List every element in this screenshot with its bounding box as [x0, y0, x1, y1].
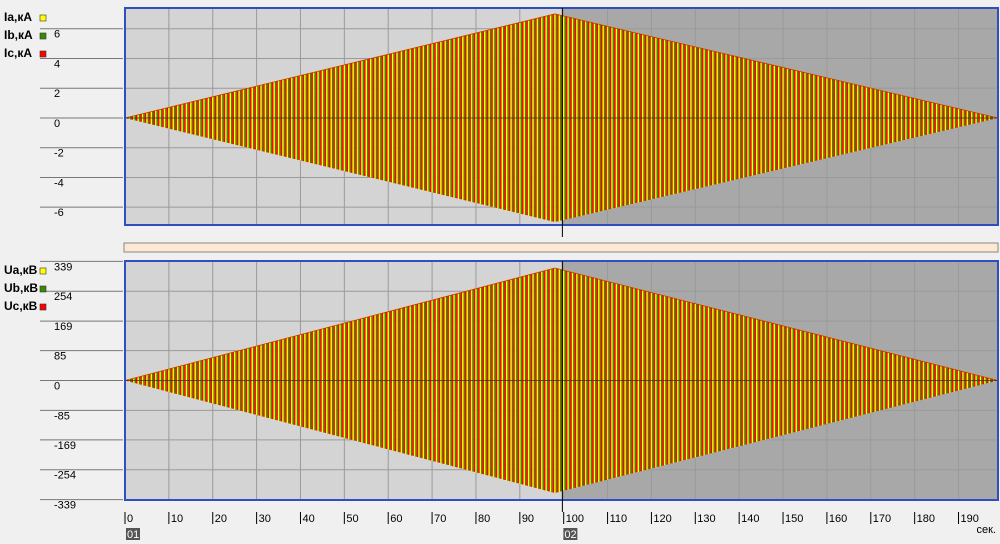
legend-label: Ub,кВ	[4, 281, 38, 295]
y-tick-label: 339	[54, 261, 72, 273]
legend-swatch	[39, 14, 47, 22]
marker-box	[563, 528, 578, 540]
plot-border	[124, 7, 999, 226]
x-tick-label: 190	[961, 513, 979, 525]
x-tick-label: 160	[829, 513, 847, 525]
y-tick-label: -2	[54, 148, 64, 160]
envelope	[124, 13, 999, 119]
x-tick-label: 130	[697, 513, 715, 525]
x-tick-label: 120	[653, 513, 671, 525]
y-tick-label: -254	[54, 470, 76, 482]
y-tick-label: -6	[54, 207, 64, 219]
x-tick-label: 60	[390, 513, 402, 525]
y-tick-label: -339	[54, 500, 76, 512]
legend-swatch	[39, 267, 47, 275]
separator-bar[interactable]	[123, 242, 999, 253]
x-tick-label: 50	[346, 513, 358, 525]
marker-label: 02	[564, 529, 576, 541]
y-tick-label: -85	[54, 410, 70, 422]
x-tick-label: 0	[127, 513, 133, 525]
legend-label: Uc,кВ	[4, 299, 38, 313]
x-tick-label: 140	[741, 513, 759, 525]
y-tick-label: -4	[54, 177, 64, 189]
x-tick-label: 170	[873, 513, 891, 525]
x-axis-label: сек.	[977, 524, 997, 536]
marker-label: 01	[127, 529, 139, 541]
envelope	[124, 267, 999, 381]
legend-swatch	[39, 50, 47, 58]
y-tick-label: 0	[54, 380, 60, 392]
y-tick-label: 4	[54, 58, 60, 70]
x-tick-label: 40	[302, 513, 314, 525]
x-tick-label: 10	[171, 513, 183, 525]
legend-swatch	[39, 303, 47, 311]
x-tick-label: 20	[215, 513, 227, 525]
x-tick-label: 70	[434, 513, 446, 525]
x-tick-label: 100	[566, 513, 584, 525]
y-tick-label: 169	[54, 321, 72, 333]
legend-label: Ia,кА	[4, 10, 32, 24]
legend-swatch	[39, 32, 47, 40]
y-tick-label: 2	[54, 88, 60, 100]
y-tick-label: 254	[54, 291, 72, 303]
legend-swatch	[39, 285, 47, 293]
legend-label: Ib,кА	[4, 28, 33, 42]
x-tick-label: 150	[785, 513, 803, 525]
legend-label: Ua,кВ	[4, 263, 38, 277]
x-tick-label: 30	[259, 513, 271, 525]
legend-label: Ic,кА	[4, 46, 32, 60]
x-tick-label: 180	[917, 513, 935, 525]
x-tick-label: 90	[522, 513, 534, 525]
x-tick-label: 110	[610, 513, 628, 525]
y-tick-label: -169	[54, 440, 76, 452]
y-tick-label: 6	[54, 29, 60, 41]
y-tick-label: 0	[54, 118, 60, 130]
y-tick-label: 85	[54, 351, 66, 363]
waveform	[127, 14, 998, 222]
plot-border	[124, 260, 999, 501]
x-tick-label: 80	[478, 513, 490, 525]
marker-box	[126, 528, 140, 540]
